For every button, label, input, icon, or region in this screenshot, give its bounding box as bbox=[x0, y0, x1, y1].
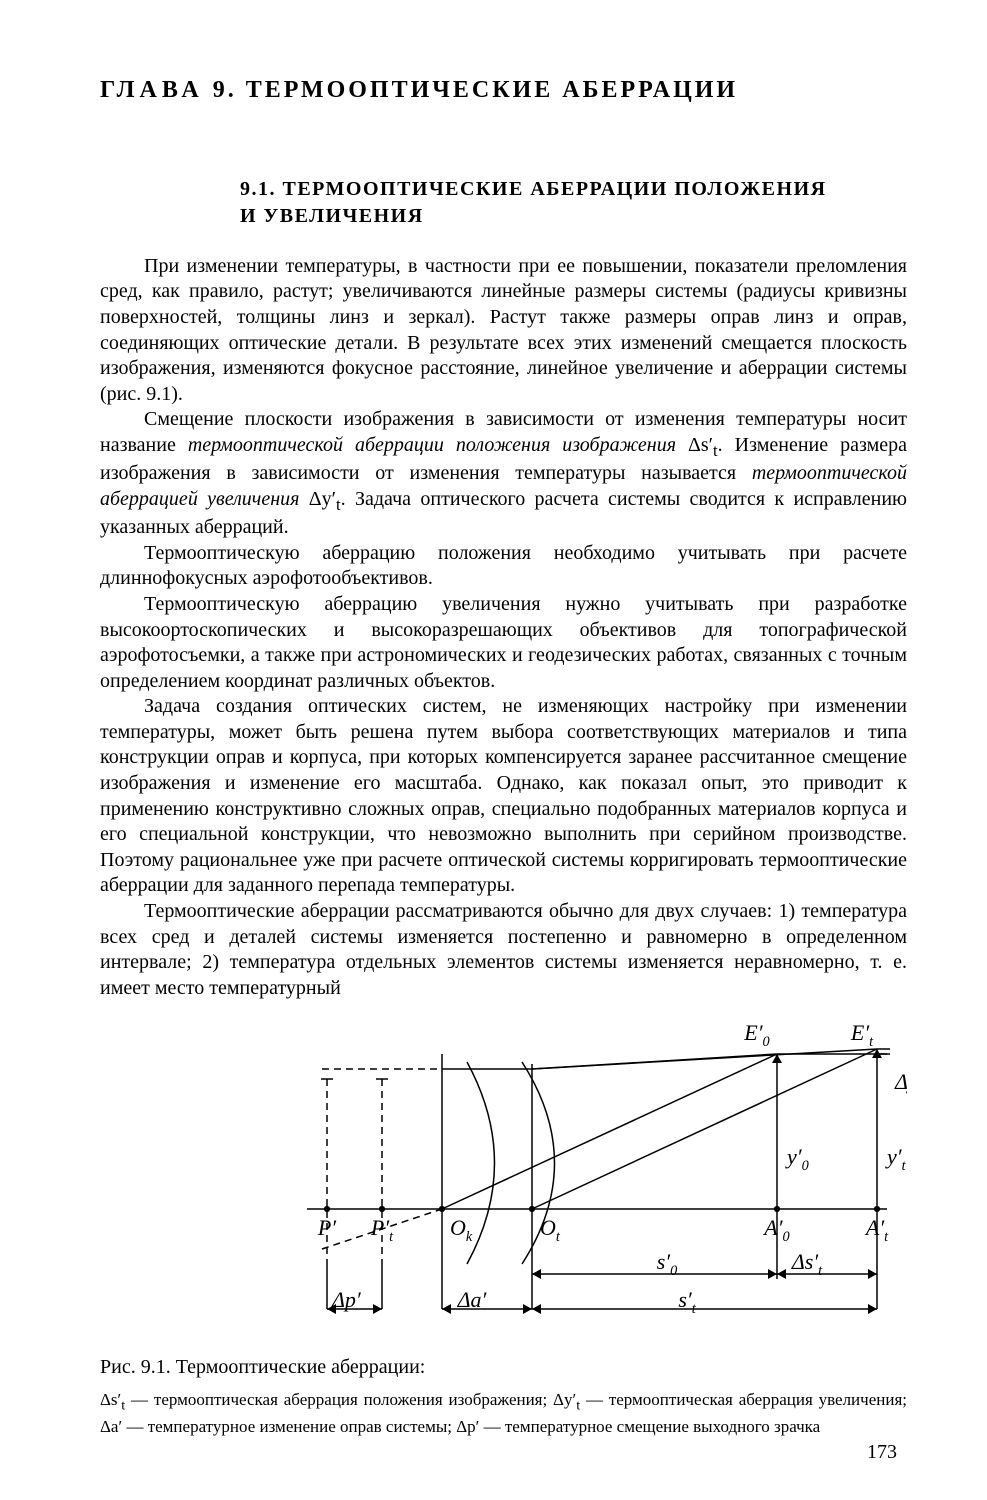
svg-text:y′t: y′t bbox=[885, 1144, 907, 1174]
paragraph-1: При изменении температуры, в частности п… bbox=[100, 254, 907, 408]
figure-9-1-svg: E′0E′tP′P′tOkOtA′0A′ty′0y′tΔy′ts′0Δs′ts′… bbox=[287, 1009, 907, 1339]
page-number: 173 bbox=[867, 1440, 897, 1466]
paragraph-3: Термооптическую аберрацию положения необ… bbox=[100, 541, 907, 592]
section-heading: 9.1. ТЕРМООПТИЧЕСКИЕ АБЕРРАЦИИ ПОЛОЖЕНИЯ… bbox=[240, 176, 907, 230]
section-title-line1: ТЕРМООПТИЧЕСКИЕ АБЕРРАЦИИ ПОЛОЖЕНИЯ bbox=[283, 178, 827, 200]
p2-sym-1: Δs′ bbox=[676, 434, 713, 456]
svg-text:P′: P′ bbox=[317, 1215, 337, 1240]
legend-text-2: — термооптическая аберрация положения из… bbox=[125, 1390, 576, 1409]
chapter-number: 9. bbox=[213, 77, 237, 103]
svg-text:E′t: E′t bbox=[850, 1020, 874, 1050]
legend-sym-1: Δs′ bbox=[100, 1390, 121, 1409]
paragraph-4: Термооптическую аберрацию увеличения нуж… bbox=[100, 592, 907, 694]
figure-9-1: E′0E′tP′P′tOkOtA′0A′ty′0y′tΔy′ts′0Δs′ts′… bbox=[100, 1009, 907, 1339]
svg-text:y′0: y′0 bbox=[785, 1144, 809, 1174]
paragraph-2: Смещение плоскости изображения в зависим… bbox=[100, 407, 907, 540]
svg-text:Δp′: Δp′ bbox=[331, 1287, 362, 1312]
p2-term-1: термооптической аберрации положения изоб… bbox=[188, 434, 676, 456]
chapter-heading: ГЛАВА 9. ТЕРМООПТИЧЕСКИЕ АБЕРРАЦИИ bbox=[100, 75, 907, 106]
svg-text:Ot: Ot bbox=[540, 1215, 561, 1245]
svg-text:E′0: E′0 bbox=[743, 1020, 769, 1050]
paragraph-6: Термооптические аберрации рассматриваютс… bbox=[100, 899, 907, 1001]
chapter-title: ТЕРМООПТИЧЕСКИЕ АБЕРРАЦИИ bbox=[246, 77, 738, 103]
svg-text:Δy′t: Δy′t bbox=[894, 1069, 907, 1099]
section-title-line2: И УВЕЛИЧЕНИЯ bbox=[240, 205, 424, 227]
figure-caption: Рис. 9.1. Термооптические аберрации: bbox=[100, 1355, 907, 1381]
figure-legend: Δs′t — термооптическая аберрация положен… bbox=[100, 1389, 907, 1438]
svg-text:Δa′: Δa′ bbox=[457, 1287, 488, 1312]
paragraph-5: Задача создания оптических систем, не из… bbox=[100, 694, 907, 899]
p2-sym-2: Δy′ bbox=[299, 488, 336, 510]
svg-text:A′0: A′0 bbox=[762, 1215, 789, 1245]
svg-text:Ok: Ok bbox=[450, 1215, 473, 1245]
section-number: 9.1. bbox=[240, 178, 276, 200]
svg-text:s′t: s′t bbox=[678, 1287, 696, 1317]
chapter-word: ГЛАВА bbox=[100, 77, 204, 103]
